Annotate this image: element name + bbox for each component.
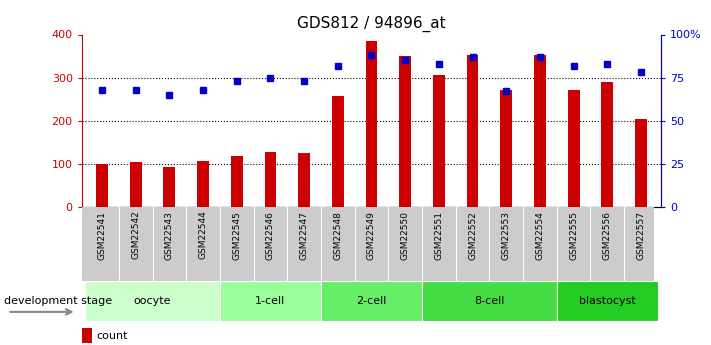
Text: 2-cell: 2-cell bbox=[356, 296, 387, 306]
Text: development stage: development stage bbox=[4, 296, 112, 306]
Bar bbox=[635, 119, 647, 207]
Bar bbox=[534, 55, 546, 207]
Text: oocyte: oocyte bbox=[134, 296, 171, 306]
Bar bbox=[321, 281, 422, 321]
Text: GSM22546: GSM22546 bbox=[266, 211, 275, 259]
Text: GSM22542: GSM22542 bbox=[131, 211, 140, 259]
Text: GSM22541: GSM22541 bbox=[97, 211, 107, 259]
Bar bbox=[400, 56, 411, 207]
Text: GSM22545: GSM22545 bbox=[232, 211, 241, 259]
Text: GSM22554: GSM22554 bbox=[535, 211, 545, 259]
Text: count: count bbox=[96, 331, 128, 341]
Bar bbox=[466, 55, 479, 207]
Bar bbox=[501, 90, 512, 207]
Bar bbox=[332, 96, 343, 207]
Text: GSM22549: GSM22549 bbox=[367, 211, 376, 259]
Bar bbox=[365, 41, 378, 207]
Bar bbox=[130, 162, 141, 207]
Bar bbox=[264, 152, 277, 207]
Text: blastocyst: blastocyst bbox=[579, 296, 636, 306]
Text: GSM22552: GSM22552 bbox=[468, 211, 477, 259]
Bar bbox=[298, 153, 310, 207]
Text: 1-cell: 1-cell bbox=[255, 296, 286, 306]
Bar bbox=[602, 82, 613, 207]
Text: GSM22555: GSM22555 bbox=[569, 211, 578, 260]
Bar bbox=[85, 281, 220, 321]
Text: GSM22556: GSM22556 bbox=[603, 211, 612, 260]
Bar bbox=[557, 281, 658, 321]
Bar bbox=[82, 328, 92, 343]
Bar bbox=[568, 90, 579, 207]
Bar bbox=[164, 167, 175, 207]
Bar bbox=[433, 76, 445, 207]
Text: GSM22543: GSM22543 bbox=[165, 211, 174, 259]
Text: GSM22553: GSM22553 bbox=[502, 211, 510, 260]
Text: GSM22547: GSM22547 bbox=[299, 211, 309, 259]
Bar bbox=[220, 281, 321, 321]
Bar bbox=[422, 281, 557, 321]
Text: GSM22544: GSM22544 bbox=[198, 211, 208, 259]
Text: GSM22548: GSM22548 bbox=[333, 211, 342, 259]
Bar bbox=[231, 156, 242, 207]
Bar bbox=[197, 161, 209, 207]
Title: GDS812 / 94896_at: GDS812 / 94896_at bbox=[297, 16, 446, 32]
Bar bbox=[96, 164, 108, 207]
Text: GSM22550: GSM22550 bbox=[401, 211, 410, 260]
Text: 8-cell: 8-cell bbox=[474, 296, 505, 306]
Text: GSM22557: GSM22557 bbox=[636, 211, 646, 260]
Text: GSM22551: GSM22551 bbox=[434, 211, 444, 260]
